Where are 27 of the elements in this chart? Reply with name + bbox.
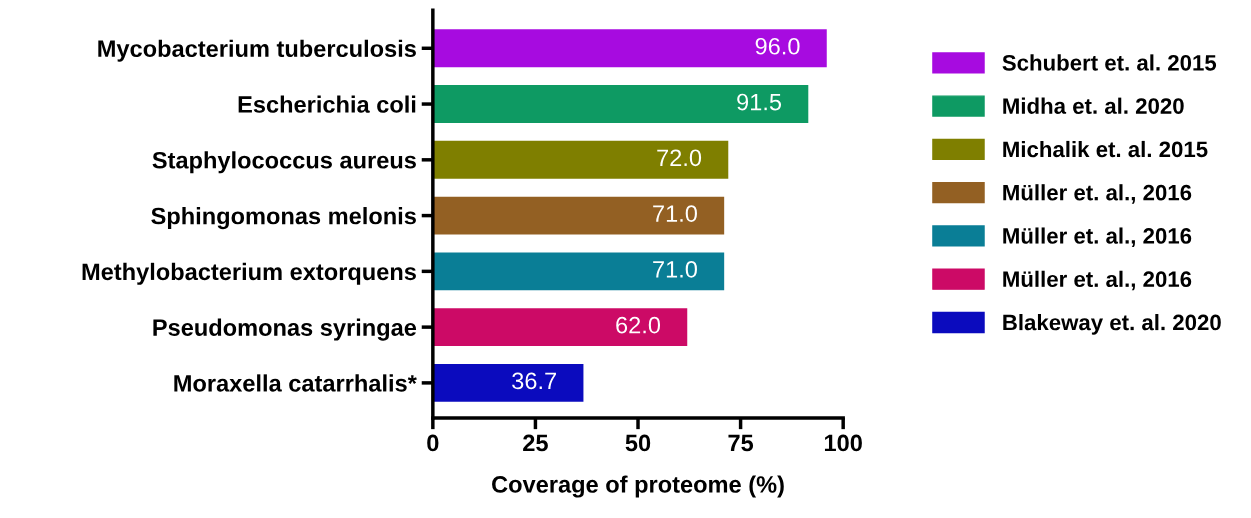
legend-label: Müller et. al., 2016 xyxy=(1003,227,1192,247)
text: 91.5 xyxy=(737,93,782,111)
x-axis-title: Coverage of proteome (%) xyxy=(492,475,784,498)
y-tick-label: Methylobacterium extorquens xyxy=(82,262,416,285)
y-tick-label: Sphingomonas melonis xyxy=(151,207,416,230)
y-tick-label: Escherichia coli xyxy=(238,95,416,113)
y-tick-label: Staphylococcus aureus xyxy=(152,151,416,174)
text: 72.0 xyxy=(657,149,702,167)
x-tick-label: 0 xyxy=(427,434,439,452)
legend-label: Schubert et. al. 2015 xyxy=(1002,54,1217,71)
text: 62.0 xyxy=(616,316,661,334)
legend-label: Midha et. al. 2020 xyxy=(1003,97,1184,114)
y-tick-label: Moraxella catarrhalis* xyxy=(174,374,417,392)
x-tick-label: 75 xyxy=(728,434,754,452)
y-tick-label: Mycobacterium tuberculosis xyxy=(98,39,416,62)
x-tick-label: 50 xyxy=(625,434,651,452)
legend-label: Michalik et. al. 2015 xyxy=(1003,140,1208,158)
text: 71.0 xyxy=(653,260,697,278)
legend-label: Müller et. al., 2016 xyxy=(1003,270,1192,291)
y-tick-label: Pseudomonas syringae xyxy=(153,318,417,341)
x-tick-label: 100 xyxy=(824,434,862,452)
legend-label: Blakeway et. al. 2020 xyxy=(1003,314,1221,335)
legend-label: Müller et. al., 2016 xyxy=(1003,184,1192,204)
text: 71.0 xyxy=(653,205,697,222)
text: 96.0 xyxy=(755,37,800,55)
x-tick-label: 25 xyxy=(523,434,548,452)
text: 36.7 xyxy=(512,372,556,390)
